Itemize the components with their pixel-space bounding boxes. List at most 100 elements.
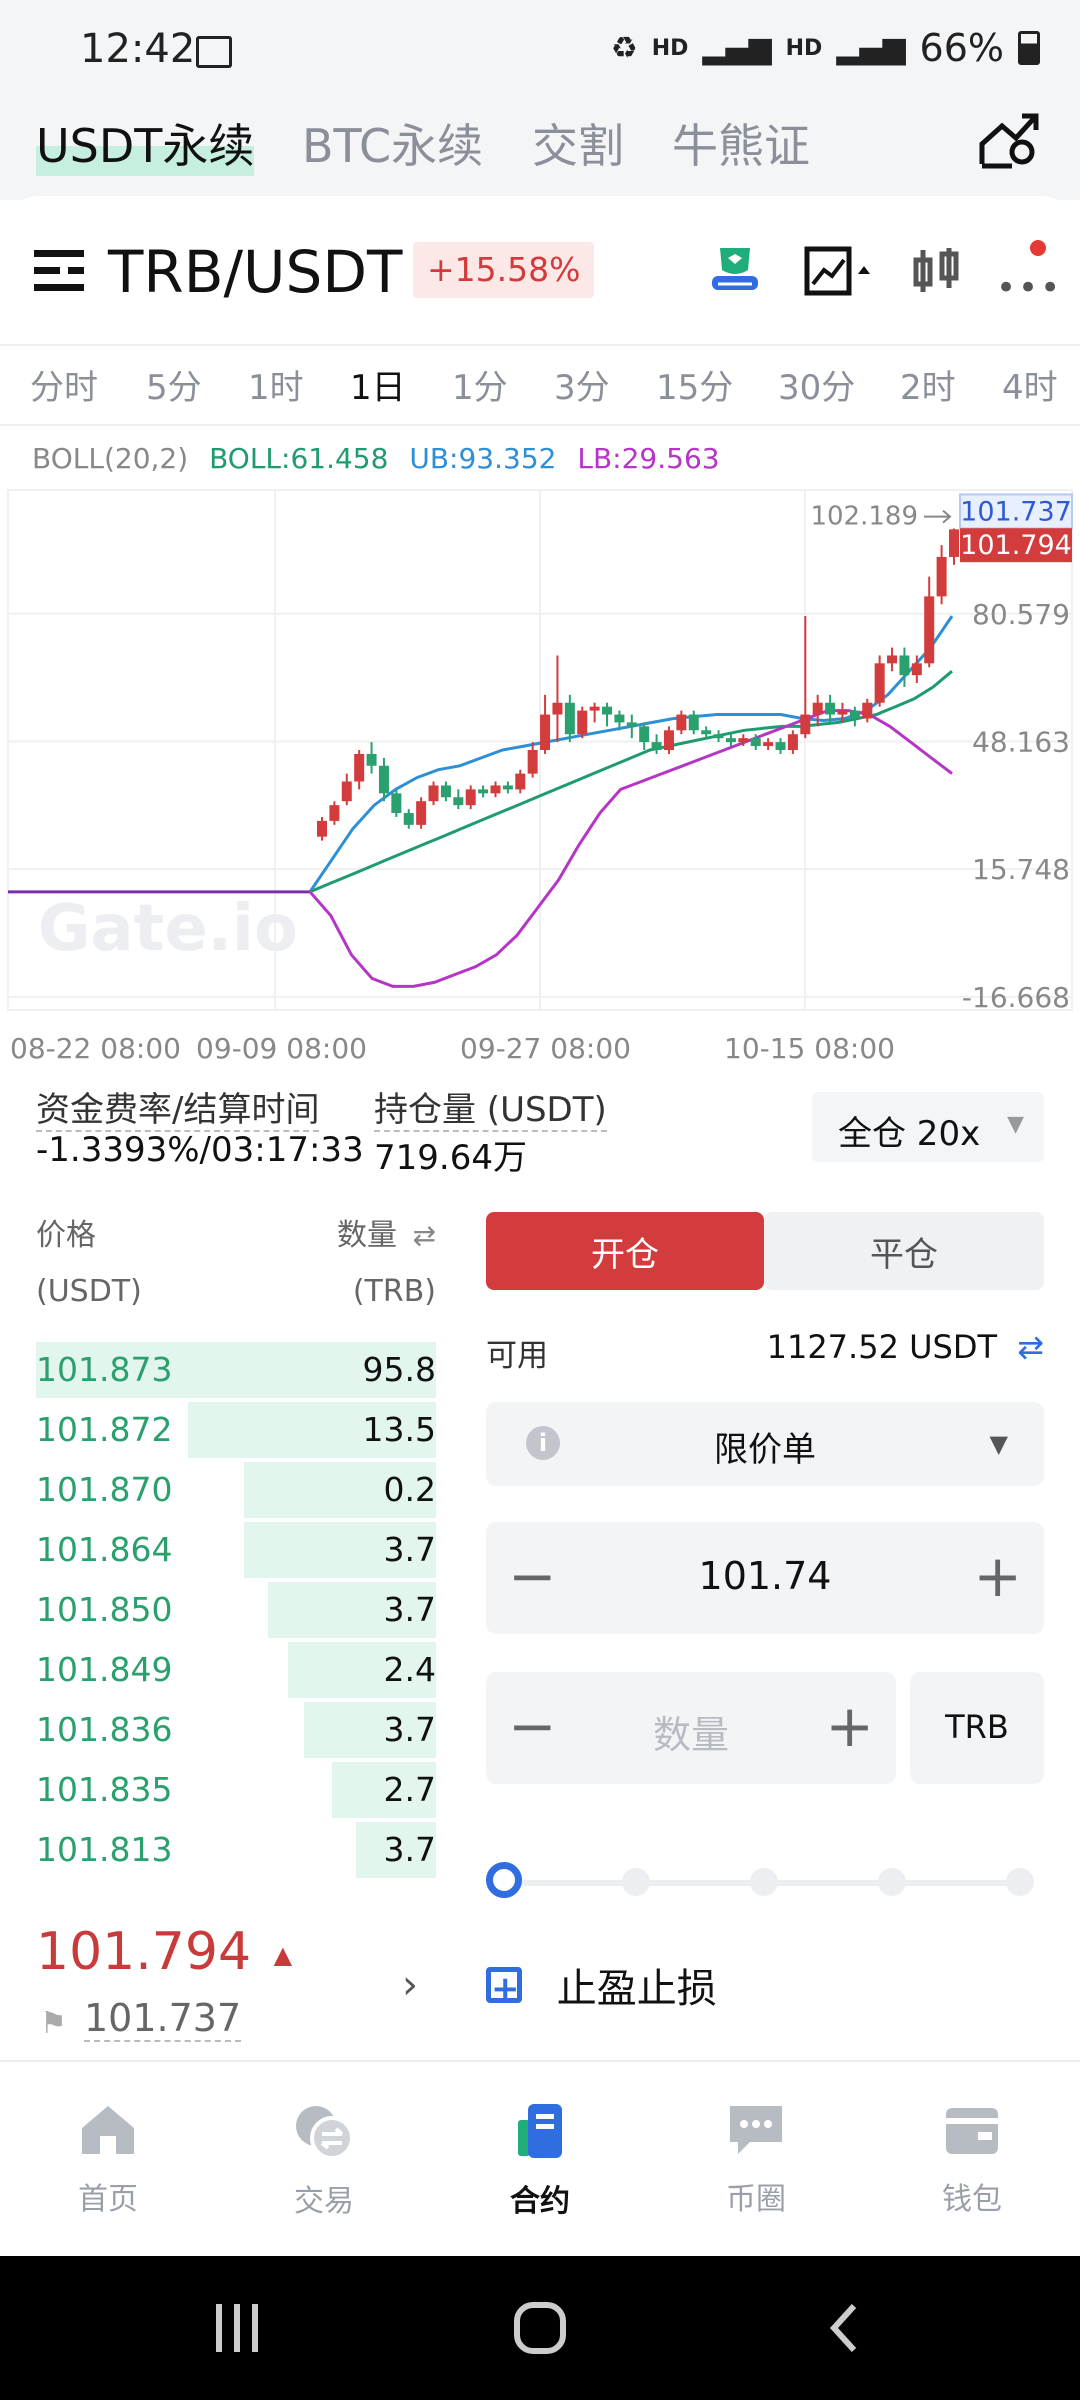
- tab-usdt-perpetual[interactable]: USDT永续: [36, 119, 255, 173]
- chart-grid: [7, 489, 1073, 1011]
- orderbook-row[interactable]: 101.864 3.7: [36, 1522, 436, 1578]
- decrease-qty-button[interactable]: −: [508, 1692, 557, 1760]
- nav-futures[interactable]: 合约: [470, 2102, 610, 2220]
- x-tick-label: 08-22 08:00: [10, 1032, 181, 1065]
- slider-mark[interactable]: [622, 1868, 650, 1896]
- slider-mark[interactable]: [878, 1868, 906, 1896]
- transfer-icon[interactable]: ⇄: [1017, 1328, 1044, 1366]
- ask-price: 101.813: [36, 1830, 173, 1869]
- slider-mark[interactable]: [750, 1868, 778, 1896]
- interval-tab[interactable]: 分时: [30, 368, 98, 408]
- tab-btc-perpetual[interactable]: BTC永续: [302, 119, 484, 173]
- orderbook-row[interactable]: 101.870 0.2: [36, 1462, 436, 1518]
- orderbook-qty-header: 数量 ⇄ (TRB): [314, 1210, 436, 1309]
- candlestick-icon[interactable]: [912, 246, 962, 296]
- orderbook-row[interactable]: 101.872 13.5: [36, 1402, 436, 1458]
- slider-handle[interactable]: [486, 1862, 522, 1898]
- price-chart[interactable]: Gate.io 80.579 48.163 15.748 -16.668 08-22 …: [0, 480, 1080, 1080]
- tab-cbbc[interactable]: 牛熊证: [672, 119, 810, 173]
- candle-body: [465, 789, 476, 806]
- status-icons: ♻ HD ▂▄▆ HD ▂▄▆ 66%: [611, 26, 1040, 70]
- candle-body: [502, 785, 513, 790]
- margin-mode-select[interactable]: 全仓 20x ▼: [812, 1092, 1044, 1162]
- interval-tab[interactable]: 2时: [900, 368, 956, 408]
- slider-mark[interactable]: [1006, 1868, 1034, 1896]
- y-tick-label: 80.579: [972, 598, 1070, 631]
- flag-icon: ⚑: [40, 2006, 67, 2041]
- price-input[interactable]: − 101.74 +: [486, 1522, 1044, 1634]
- decrease-price-button[interactable]: −: [508, 1542, 557, 1610]
- interval-tab[interactable]: 30分: [778, 368, 856, 408]
- increase-qty-button[interactable]: +: [825, 1692, 874, 1760]
- candle-body: [837, 710, 848, 715]
- interval-tab[interactable]: 4时: [1002, 368, 1058, 408]
- price-header: 价格: [36, 1218, 96, 1253]
- nav-community[interactable]: 币圈: [686, 2102, 826, 2218]
- quantity-input[interactable]: − 数量 +: [486, 1672, 896, 1784]
- notification-dot: [1030, 240, 1046, 256]
- candle: [317, 816, 327, 841]
- nav-wallet[interactable]: 钱包: [902, 2102, 1042, 2218]
- depth-bar: [268, 1582, 436, 1638]
- tab-delivery[interactable]: 交割: [532, 119, 624, 173]
- chart-settings-icon[interactable]: [978, 108, 1040, 170]
- interval-tab[interactable]: 1时: [248, 368, 304, 408]
- open-interest-label[interactable]: 持仓量 (USDT): [374, 1090, 607, 1132]
- candle-body: [577, 710, 588, 735]
- orderbook-row[interactable]: 101.836 3.7: [36, 1702, 436, 1758]
- trade-icon: [296, 2106, 354, 2160]
- candle: [391, 789, 402, 817]
- quantity-slider[interactable]: [486, 1858, 1044, 1908]
- trophy-icon[interactable]: [704, 244, 766, 296]
- ask-price: 101.872: [36, 1410, 173, 1449]
- candle-body: [329, 805, 340, 821]
- candle: [688, 710, 699, 735]
- back-icon[interactable]: [824, 2300, 864, 2356]
- interval-tab-selected[interactable]: 1日: [350, 368, 406, 408]
- mark-price[interactable]: 101.737: [84, 1996, 242, 2042]
- ask-quantity: 2.4: [383, 1650, 436, 1689]
- candle-body: [874, 663, 885, 703]
- chart-type-icon[interactable]: [804, 246, 874, 296]
- x-axis: 08-22 08:00 09-09 08:00 09-27 08:00 10-15 0…: [10, 1032, 895, 1065]
- candle-body: [552, 702, 563, 715]
- candle-body: [515, 773, 526, 790]
- ask-price: 101.836: [36, 1710, 173, 1749]
- chevron-right-icon[interactable]: ›: [402, 1962, 418, 2008]
- candle-body: [527, 750, 538, 774]
- recent-apps-icon[interactable]: [212, 2300, 262, 2356]
- info-icon[interactable]: i: [526, 1426, 560, 1460]
- more-icon[interactable]: •••: [996, 268, 1063, 308]
- orderbook-row[interactable]: 101.835 2.7: [36, 1762, 436, 1818]
- tp-sl-toggle[interactable]: + 止盈止损: [486, 1956, 717, 2014]
- interval-tab[interactable]: 15分: [656, 368, 734, 408]
- funding-rate-label[interactable]: 资金费率/结算时间: [36, 1090, 320, 1132]
- orderbook-row[interactable]: 101.873 95.8: [36, 1342, 436, 1398]
- menu-icon[interactable]: [34, 248, 84, 294]
- depth-bar: [188, 1402, 436, 1458]
- orderbook-row[interactable]: 101.849 2.4: [36, 1642, 436, 1698]
- last-price[interactable]: 101.794 ▲: [36, 1922, 292, 1982]
- candle: [540, 694, 551, 754]
- pair-name[interactable]: TRB/USDT: [108, 238, 403, 306]
- interval-tab[interactable]: 3分: [554, 368, 610, 408]
- candle: [676, 710, 687, 735]
- orderbook-row[interactable]: 101.813 3.7: [36, 1822, 436, 1878]
- increase-price-button[interactable]: +: [973, 1542, 1022, 1610]
- candle: [453, 789, 464, 810]
- boll-middle-band: [309, 670, 953, 894]
- interval-tab[interactable]: 5分: [146, 368, 202, 408]
- order-type-select[interactable]: i 限价单 ▼: [486, 1402, 1044, 1486]
- quantity-unit-select[interactable]: TRB: [910, 1672, 1044, 1784]
- depth-bar: [288, 1642, 436, 1698]
- orderbook-row[interactable]: 101.850 3.7: [36, 1582, 436, 1638]
- home-button-icon[interactable]: [512, 2300, 568, 2356]
- nav-trade[interactable]: 交易: [254, 2102, 394, 2220]
- candle: [527, 742, 538, 778]
- swap-icon[interactable]: ⇄: [412, 1219, 436, 1252]
- candle-body: [478, 789, 489, 794]
- nav-home[interactable]: 首页: [38, 2102, 178, 2218]
- open-position-tab[interactable]: 开仓: [486, 1212, 764, 1290]
- close-position-tab[interactable]: 平仓: [764, 1212, 1044, 1290]
- interval-tab[interactable]: 1分: [452, 368, 508, 408]
